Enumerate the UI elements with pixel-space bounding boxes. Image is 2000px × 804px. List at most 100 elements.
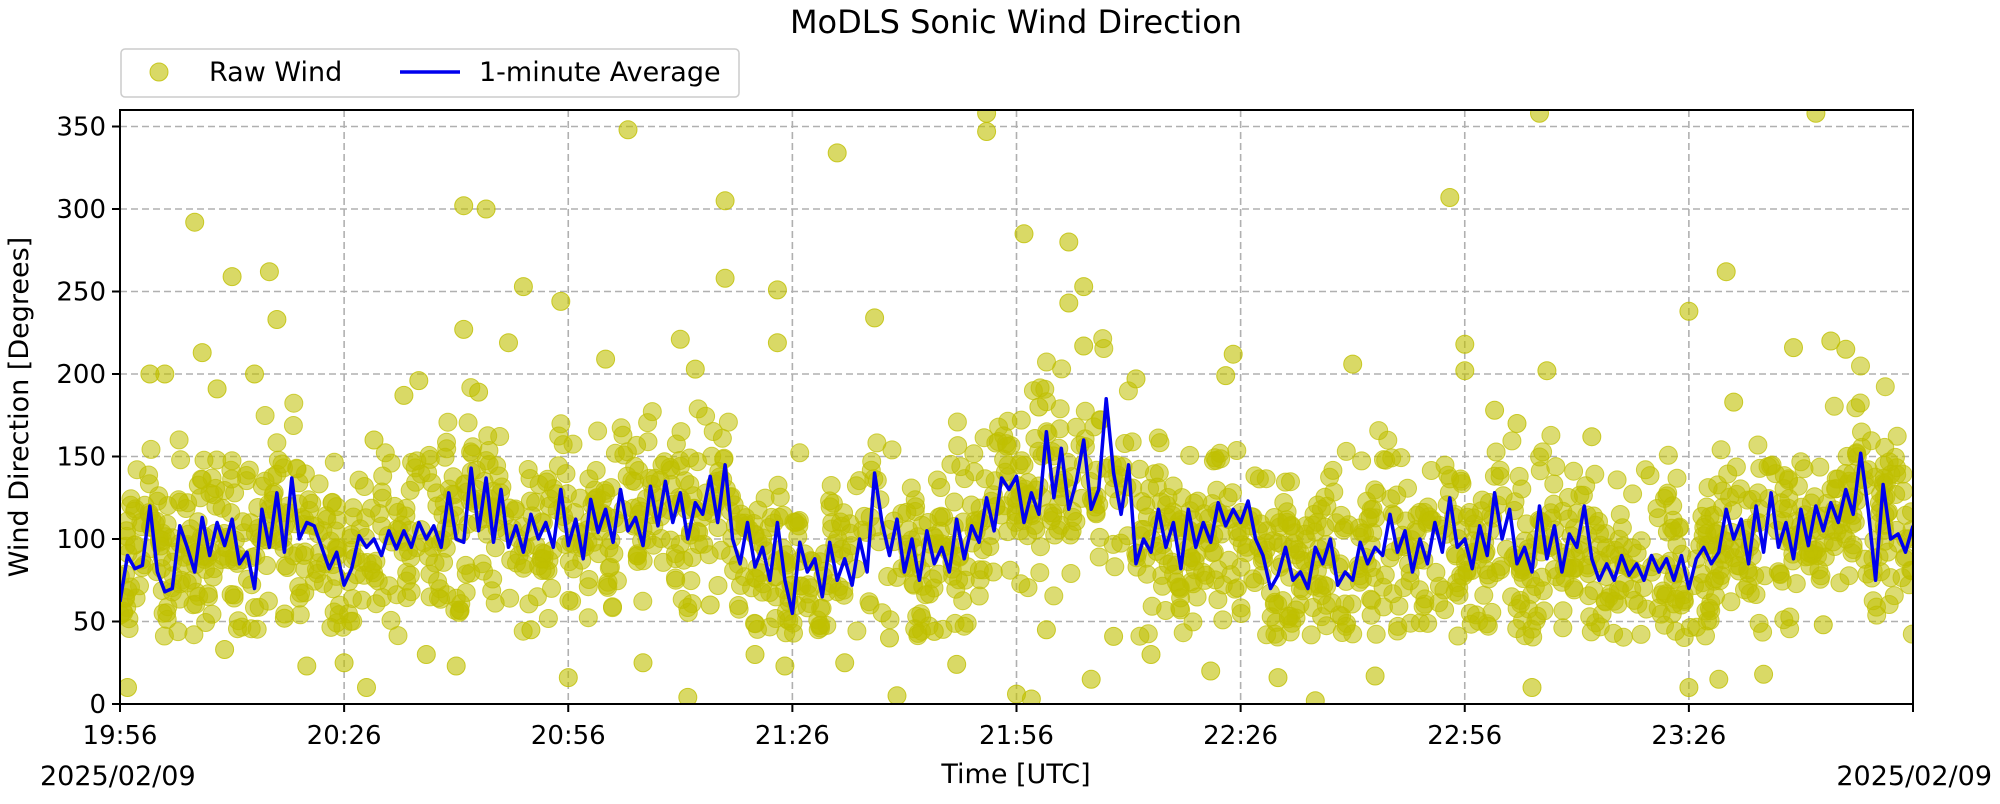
raw-wind-point bbox=[1826, 479, 1845, 499]
raw-wind-point bbox=[944, 492, 964, 512]
raw-wind-point bbox=[1806, 110, 1826, 123]
raw-wind-point bbox=[1268, 594, 1288, 614]
raw-wind-point bbox=[255, 406, 275, 425]
raw-wind-point bbox=[139, 465, 159, 485]
raw-wind-point bbox=[1268, 668, 1288, 688]
raw-wind-point bbox=[1227, 441, 1247, 460]
x-tick-label: 20:56 bbox=[531, 721, 606, 751]
raw-wind-point bbox=[363, 554, 383, 574]
raw-wind-point bbox=[847, 621, 867, 641]
raw-wind-point bbox=[1596, 538, 1616, 558]
raw-wind-point bbox=[821, 476, 841, 495]
raw-wind-point bbox=[1426, 562, 1446, 582]
date-label-right: 2025/02/09 bbox=[1836, 761, 1992, 792]
raw-wind-point bbox=[867, 433, 887, 453]
raw-wind-point bbox=[349, 470, 369, 490]
raw-wind-point bbox=[827, 143, 847, 163]
raw-wind-point bbox=[1460, 503, 1480, 522]
raw-wind-point bbox=[1093, 329, 1113, 349]
raw-wind-point bbox=[823, 493, 843, 513]
raw-wind-point bbox=[1277, 512, 1297, 532]
raw-wind-point bbox=[715, 268, 735, 288]
raw-wind-point bbox=[835, 653, 855, 673]
raw-wind-point bbox=[694, 534, 714, 554]
x-tick-label: 22:56 bbox=[1427, 721, 1502, 751]
raw-wind-point bbox=[245, 364, 264, 384]
raw-wind-point bbox=[1030, 378, 1050, 398]
raw-wind-point bbox=[1607, 470, 1627, 490]
raw-wind-point bbox=[1544, 474, 1564, 494]
raw-wind-point bbox=[753, 574, 773, 594]
raw-wind-point bbox=[865, 308, 885, 328]
raw-wind-point bbox=[1308, 495, 1328, 515]
raw-wind-point bbox=[1029, 397, 1049, 417]
raw-wind-point bbox=[708, 576, 728, 595]
raw-wind-point bbox=[1052, 359, 1072, 379]
raw-wind-point bbox=[822, 519, 842, 539]
raw-wind-point bbox=[1223, 344, 1243, 364]
raw-wind-point bbox=[368, 571, 388, 591]
raw-wind-point bbox=[420, 587, 440, 607]
raw-wind-point bbox=[1081, 669, 1101, 689]
raw-wind-point bbox=[625, 471, 645, 491]
raw-wind-point bbox=[324, 452, 344, 472]
raw-wind-point bbox=[1025, 429, 1045, 448]
raw-wind-point bbox=[1604, 623, 1624, 643]
raw-wind-point bbox=[1881, 568, 1900, 588]
raw-wind-point bbox=[373, 466, 393, 486]
raw-wind-point bbox=[1810, 569, 1830, 589]
raw-wind-point bbox=[259, 262, 279, 282]
raw-wind-point bbox=[222, 267, 242, 287]
raw-wind-point bbox=[204, 559, 224, 579]
raw-wind-point bbox=[798, 575, 818, 595]
x-tick-label: 19:56 bbox=[83, 721, 158, 751]
x-tick-label: 22:26 bbox=[1203, 721, 1278, 751]
raw-wind-point bbox=[1130, 626, 1150, 646]
raw-wind-point bbox=[947, 654, 967, 674]
raw-wind-point bbox=[1754, 664, 1774, 684]
raw-wind-point bbox=[1170, 598, 1190, 618]
raw-wind-point bbox=[1044, 586, 1064, 606]
raw-wind-point bbox=[1440, 188, 1460, 207]
raw-wind-point bbox=[1780, 619, 1800, 639]
raw-wind-point bbox=[287, 458, 307, 478]
raw-wind-point bbox=[1036, 620, 1056, 640]
raw-wind-point bbox=[1553, 618, 1573, 638]
raw-wind-point bbox=[295, 542, 315, 562]
raw-wind-point bbox=[1089, 547, 1109, 567]
raw-wind-point bbox=[1142, 596, 1162, 616]
raw-wind-point bbox=[478, 426, 498, 446]
raw-wind-point bbox=[1059, 232, 1079, 252]
date-label-left: 2025/02/09 bbox=[40, 761, 196, 792]
raw-wind-point bbox=[1074, 277, 1094, 297]
raw-wind-point bbox=[1711, 566, 1731, 586]
raw-wind-point bbox=[1865, 467, 1885, 487]
raw-wind-point bbox=[977, 110, 997, 123]
raw-wind-point bbox=[1011, 574, 1031, 594]
raw-wind-point bbox=[696, 406, 716, 426]
raw-wind-point bbox=[1582, 427, 1602, 447]
raw-wind-point bbox=[169, 430, 189, 450]
raw-wind-point bbox=[396, 498, 416, 518]
raw-wind-point bbox=[1879, 595, 1899, 614]
raw-wind-point bbox=[126, 588, 146, 608]
raw-wind-point bbox=[1472, 490, 1492, 510]
raw-wind-point bbox=[998, 455, 1018, 475]
raw-wind-point bbox=[352, 590, 372, 610]
y-tick-label: 200 bbox=[56, 360, 106, 390]
raw-wind-point bbox=[1533, 442, 1553, 462]
raw-wind-point bbox=[1541, 425, 1561, 445]
raw-wind-point bbox=[323, 579, 343, 599]
raw-wind-point bbox=[1213, 610, 1233, 630]
raw-wind-point bbox=[1166, 572, 1186, 592]
raw-wind-point bbox=[1232, 535, 1252, 555]
raw-wind-point bbox=[1823, 532, 1843, 552]
raw-wind-point bbox=[1075, 401, 1095, 421]
raw-wind-point bbox=[1821, 331, 1841, 351]
raw-wind-point bbox=[526, 492, 546, 512]
raw-wind-point bbox=[469, 382, 489, 402]
raw-wind-point bbox=[1679, 678, 1699, 697]
raw-wind-point bbox=[1842, 514, 1862, 534]
raw-wind-point bbox=[1570, 485, 1590, 505]
raw-wind-point bbox=[501, 550, 521, 570]
